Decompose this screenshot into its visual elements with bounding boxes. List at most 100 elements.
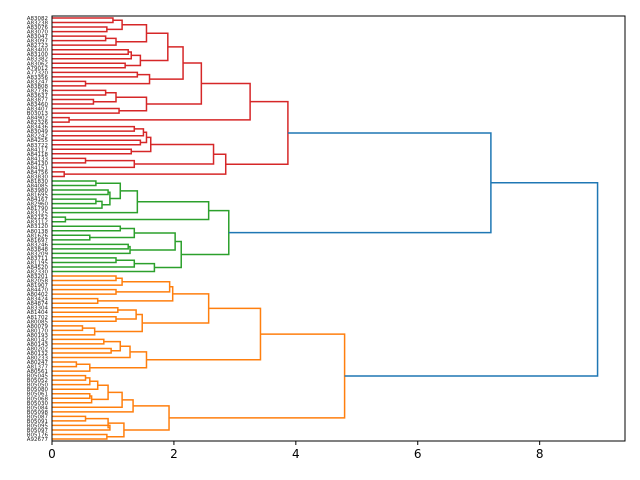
leaf-label: A82736 xyxy=(27,88,49,94)
leaf-label: A80247 xyxy=(27,360,49,366)
leaf-label: B05068 xyxy=(27,396,49,402)
leaf-label: A83848 xyxy=(27,247,49,253)
leaf-label: A82723 xyxy=(27,43,49,49)
dendrogram-link xyxy=(52,200,103,209)
dendrogram-link xyxy=(146,307,262,361)
dendrogram-links xyxy=(52,17,599,440)
leaf-label: A84117 xyxy=(27,147,49,153)
leaf-label: A83076 xyxy=(27,25,49,31)
dendrogram-link xyxy=(52,277,123,286)
leaf-label: A77320 xyxy=(27,70,49,76)
dendrogram-link xyxy=(52,139,142,146)
leaf-label: A80402 xyxy=(27,292,48,298)
leaf-label: A92677 xyxy=(27,437,49,443)
leaf-label: A80561 xyxy=(27,369,48,375)
dendrogram-link xyxy=(52,80,87,87)
dendrogram-link xyxy=(52,424,111,431)
leaf-labels: A83082A83238A83076A83070A83047A83097A827… xyxy=(27,16,49,443)
leaf-label: A83246 xyxy=(27,242,49,248)
leaf-label: B05061 xyxy=(27,392,48,398)
dendrogram-link xyxy=(52,327,96,336)
leaf-label: B05080 xyxy=(27,387,49,393)
leaf-label: B05098 xyxy=(27,410,49,416)
leaf-label: A84167 xyxy=(27,197,49,203)
dendrogram-link xyxy=(116,280,171,293)
dendrogram-link xyxy=(52,180,97,187)
dendrogram-link xyxy=(52,198,97,205)
dendrogram-link xyxy=(89,227,136,239)
dendrogram-link xyxy=(89,351,148,369)
dendrogram-link xyxy=(52,190,139,214)
dendrogram-link xyxy=(154,240,182,269)
dendrogram-link xyxy=(52,89,107,96)
leaf-label: A83125 xyxy=(27,211,49,217)
leaf-label: A80085 xyxy=(27,319,49,325)
dendrogram-link xyxy=(116,96,148,112)
leaf-label: A83070 xyxy=(27,30,49,36)
dendrogram-link xyxy=(116,24,148,43)
leaf-label: A82152 xyxy=(27,215,48,221)
leaf-label: A81702 xyxy=(27,315,48,321)
dendrogram-link xyxy=(123,405,170,431)
leaf-label: A83407 xyxy=(27,107,49,113)
leaf-label: B03013 xyxy=(27,111,49,117)
dendrogram-link xyxy=(52,415,87,422)
dendrogram-link xyxy=(52,26,108,33)
dendrogram-link xyxy=(125,54,142,67)
leaf-label: A84130 xyxy=(27,161,49,167)
dendrogram-link xyxy=(93,91,117,103)
x-tick-label: 4 xyxy=(292,447,300,461)
leaf-label: A83304 xyxy=(27,306,49,312)
dendrogram-link xyxy=(52,171,65,178)
leaf-label: A80193 xyxy=(27,333,49,339)
x-tick-label: 6 xyxy=(414,447,422,461)
leaf-label: A83112 xyxy=(27,220,48,226)
leaf-label: B05084 xyxy=(27,405,49,411)
leaf-label: A83201 xyxy=(27,274,48,280)
leaf-label: A81790 xyxy=(27,206,49,212)
dendrogram-link xyxy=(146,62,203,105)
leaf-label: A80233 xyxy=(27,356,49,362)
dendrogram-link xyxy=(52,259,136,268)
dendrogram-link xyxy=(52,48,129,55)
leaf-label: A84874 xyxy=(27,301,49,307)
leaf-label: A82960 xyxy=(27,202,49,208)
leaf-label: A81830 xyxy=(27,179,49,185)
leaf-label: A84470 xyxy=(27,288,49,294)
x-tick-label: 0 xyxy=(48,447,56,461)
leaf-label: A83209 xyxy=(27,251,49,257)
dendrogram-link xyxy=(52,125,136,132)
x-axis-ticks: 0 2 4 6 8 xyxy=(48,441,543,461)
leaf-label: A83722 xyxy=(27,143,48,149)
leaf-label: A83460 xyxy=(27,102,49,108)
dendrogram-link xyxy=(52,325,84,332)
dendrogram-link xyxy=(52,245,131,255)
leaf-label: A79012 xyxy=(27,66,48,72)
dendrogram-link xyxy=(52,257,117,264)
dendrogram-link xyxy=(140,32,169,62)
dendrogram-link xyxy=(52,391,123,409)
dendrogram-link xyxy=(131,136,152,153)
leaf-label: B05050 xyxy=(27,383,49,389)
leaf-label: A84756 xyxy=(27,170,49,176)
dendrogram-link xyxy=(344,182,599,377)
dendrogram-link xyxy=(94,313,143,333)
dendrogram-link xyxy=(52,216,67,223)
plot-frame xyxy=(51,15,626,442)
dendrogram-link xyxy=(91,384,109,401)
leaf-label: A83356 xyxy=(27,75,49,81)
leaf-label: A84133 xyxy=(27,156,49,162)
dendrogram-link xyxy=(52,392,91,400)
leaf-label: A83047 xyxy=(27,34,49,40)
dendrogram-link xyxy=(52,225,122,232)
leaf-label: A83980 xyxy=(27,188,49,194)
dendrogram-link xyxy=(52,374,87,381)
leaf-label: A83808 xyxy=(27,84,49,90)
dendrogram-link xyxy=(228,132,492,234)
leaf-label: A83637 xyxy=(27,93,49,99)
leaf-label: A81377 xyxy=(27,365,49,371)
dendrogram-link xyxy=(134,143,215,165)
leaf-label: A83100 xyxy=(27,52,49,58)
dendrogram-link xyxy=(52,316,117,323)
